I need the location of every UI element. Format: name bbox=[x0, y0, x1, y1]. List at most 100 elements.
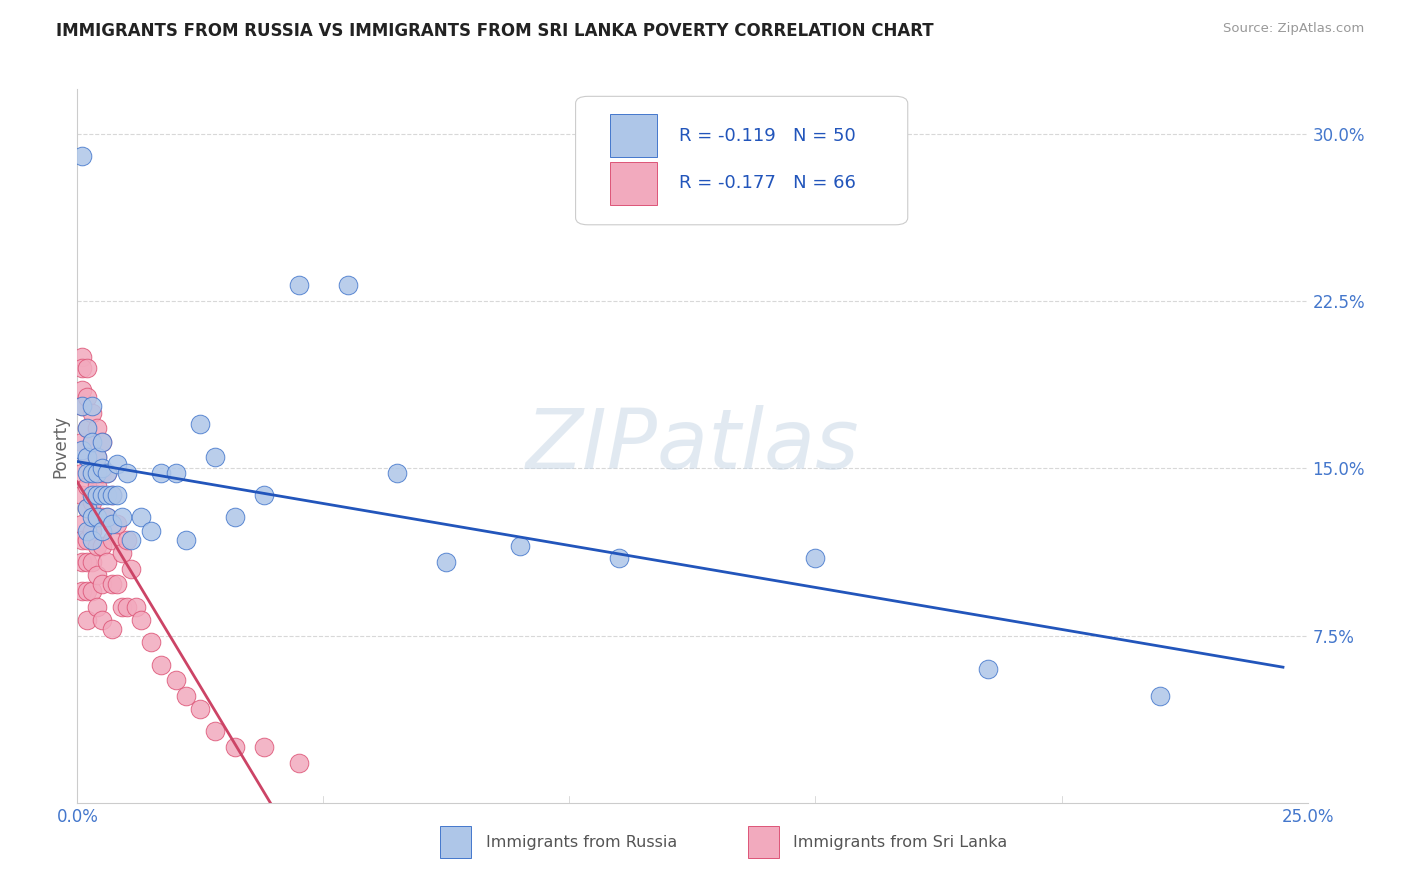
Point bbox=[70, 399, 93, 413]
Point bbox=[86, 488, 108, 502]
Point bbox=[150, 466, 173, 480]
Point bbox=[76, 583, 98, 598]
Point bbox=[90, 434, 114, 449]
Text: Immigrants from Sri Lanka: Immigrants from Sri Lanka bbox=[793, 835, 1008, 850]
Point bbox=[174, 689, 197, 703]
Point bbox=[111, 546, 132, 560]
Point bbox=[224, 510, 246, 524]
Point bbox=[288, 278, 311, 293]
Point bbox=[70, 384, 93, 398]
Point bbox=[82, 524, 104, 538]
Point bbox=[76, 479, 98, 493]
Point bbox=[82, 405, 104, 420]
Point bbox=[70, 466, 93, 480]
Point bbox=[115, 466, 138, 480]
Point bbox=[86, 539, 108, 553]
Point bbox=[76, 524, 98, 538]
Text: ZIPatlas: ZIPatlas bbox=[526, 406, 859, 486]
Point bbox=[70, 350, 93, 364]
Point bbox=[1149, 689, 1171, 703]
Point bbox=[96, 466, 118, 480]
Point bbox=[76, 421, 98, 435]
Point bbox=[101, 577, 124, 591]
Point bbox=[165, 673, 187, 687]
Point bbox=[90, 434, 114, 449]
Point bbox=[76, 450, 98, 465]
Point bbox=[165, 466, 187, 480]
FancyBboxPatch shape bbox=[575, 96, 908, 225]
Point bbox=[86, 479, 108, 493]
Text: Source: ZipAtlas.com: Source: ZipAtlas.com bbox=[1223, 22, 1364, 36]
Point bbox=[129, 510, 153, 524]
Point bbox=[70, 517, 93, 532]
Point bbox=[82, 434, 104, 449]
Point bbox=[105, 457, 128, 471]
Point bbox=[288, 756, 311, 770]
Point bbox=[82, 533, 104, 547]
Point bbox=[436, 555, 458, 569]
Point bbox=[70, 434, 93, 449]
Point bbox=[82, 494, 104, 508]
Point bbox=[150, 657, 173, 672]
Point bbox=[76, 555, 98, 569]
Point bbox=[101, 517, 124, 532]
Point bbox=[86, 450, 108, 465]
Point bbox=[607, 550, 630, 565]
Point bbox=[96, 488, 118, 502]
Point bbox=[82, 399, 104, 413]
Point bbox=[90, 539, 114, 553]
Point bbox=[337, 278, 360, 293]
Point bbox=[96, 555, 118, 569]
Point bbox=[101, 533, 124, 547]
FancyBboxPatch shape bbox=[610, 162, 657, 205]
Text: R = -0.119   N = 50: R = -0.119 N = 50 bbox=[679, 127, 856, 145]
Point bbox=[101, 488, 124, 502]
Point bbox=[86, 510, 108, 524]
Point bbox=[385, 466, 409, 480]
Point bbox=[141, 524, 163, 538]
Point bbox=[82, 555, 104, 569]
Point bbox=[70, 555, 93, 569]
Point bbox=[76, 390, 98, 404]
Point bbox=[253, 488, 276, 502]
Text: R = -0.177   N = 66: R = -0.177 N = 66 bbox=[679, 175, 856, 193]
Point bbox=[70, 399, 93, 413]
Point bbox=[224, 740, 246, 755]
Point bbox=[86, 466, 108, 480]
Point bbox=[174, 533, 197, 547]
Point bbox=[90, 466, 114, 480]
Point bbox=[86, 421, 108, 435]
Point bbox=[70, 443, 93, 458]
Point bbox=[96, 510, 118, 524]
Point bbox=[253, 740, 276, 755]
Point bbox=[90, 524, 114, 538]
Point bbox=[804, 550, 827, 565]
Point bbox=[70, 488, 93, 502]
Point bbox=[101, 488, 124, 502]
FancyBboxPatch shape bbox=[440, 826, 471, 858]
Point bbox=[76, 501, 98, 516]
Text: Immigrants from Russia: Immigrants from Russia bbox=[486, 835, 678, 850]
Point bbox=[509, 539, 531, 553]
Point bbox=[86, 510, 108, 524]
Point bbox=[86, 568, 108, 582]
Point bbox=[76, 450, 98, 465]
Point bbox=[188, 702, 212, 716]
Point bbox=[82, 510, 104, 524]
Text: IMMIGRANTS FROM RUSSIA VS IMMIGRANTS FROM SRI LANKA POVERTY CORRELATION CHART: IMMIGRANTS FROM RUSSIA VS IMMIGRANTS FRO… bbox=[56, 22, 934, 40]
Point bbox=[125, 599, 148, 614]
Point bbox=[86, 599, 108, 614]
Point bbox=[204, 724, 226, 739]
Point bbox=[121, 562, 143, 576]
Point bbox=[82, 434, 104, 449]
Point bbox=[115, 533, 138, 547]
Point bbox=[188, 417, 212, 431]
Point bbox=[76, 501, 98, 516]
Point bbox=[105, 577, 128, 591]
Point bbox=[96, 510, 118, 524]
Point bbox=[82, 466, 104, 480]
Point bbox=[82, 583, 104, 598]
Point bbox=[111, 599, 132, 614]
Point bbox=[90, 577, 114, 591]
Point bbox=[90, 488, 114, 502]
